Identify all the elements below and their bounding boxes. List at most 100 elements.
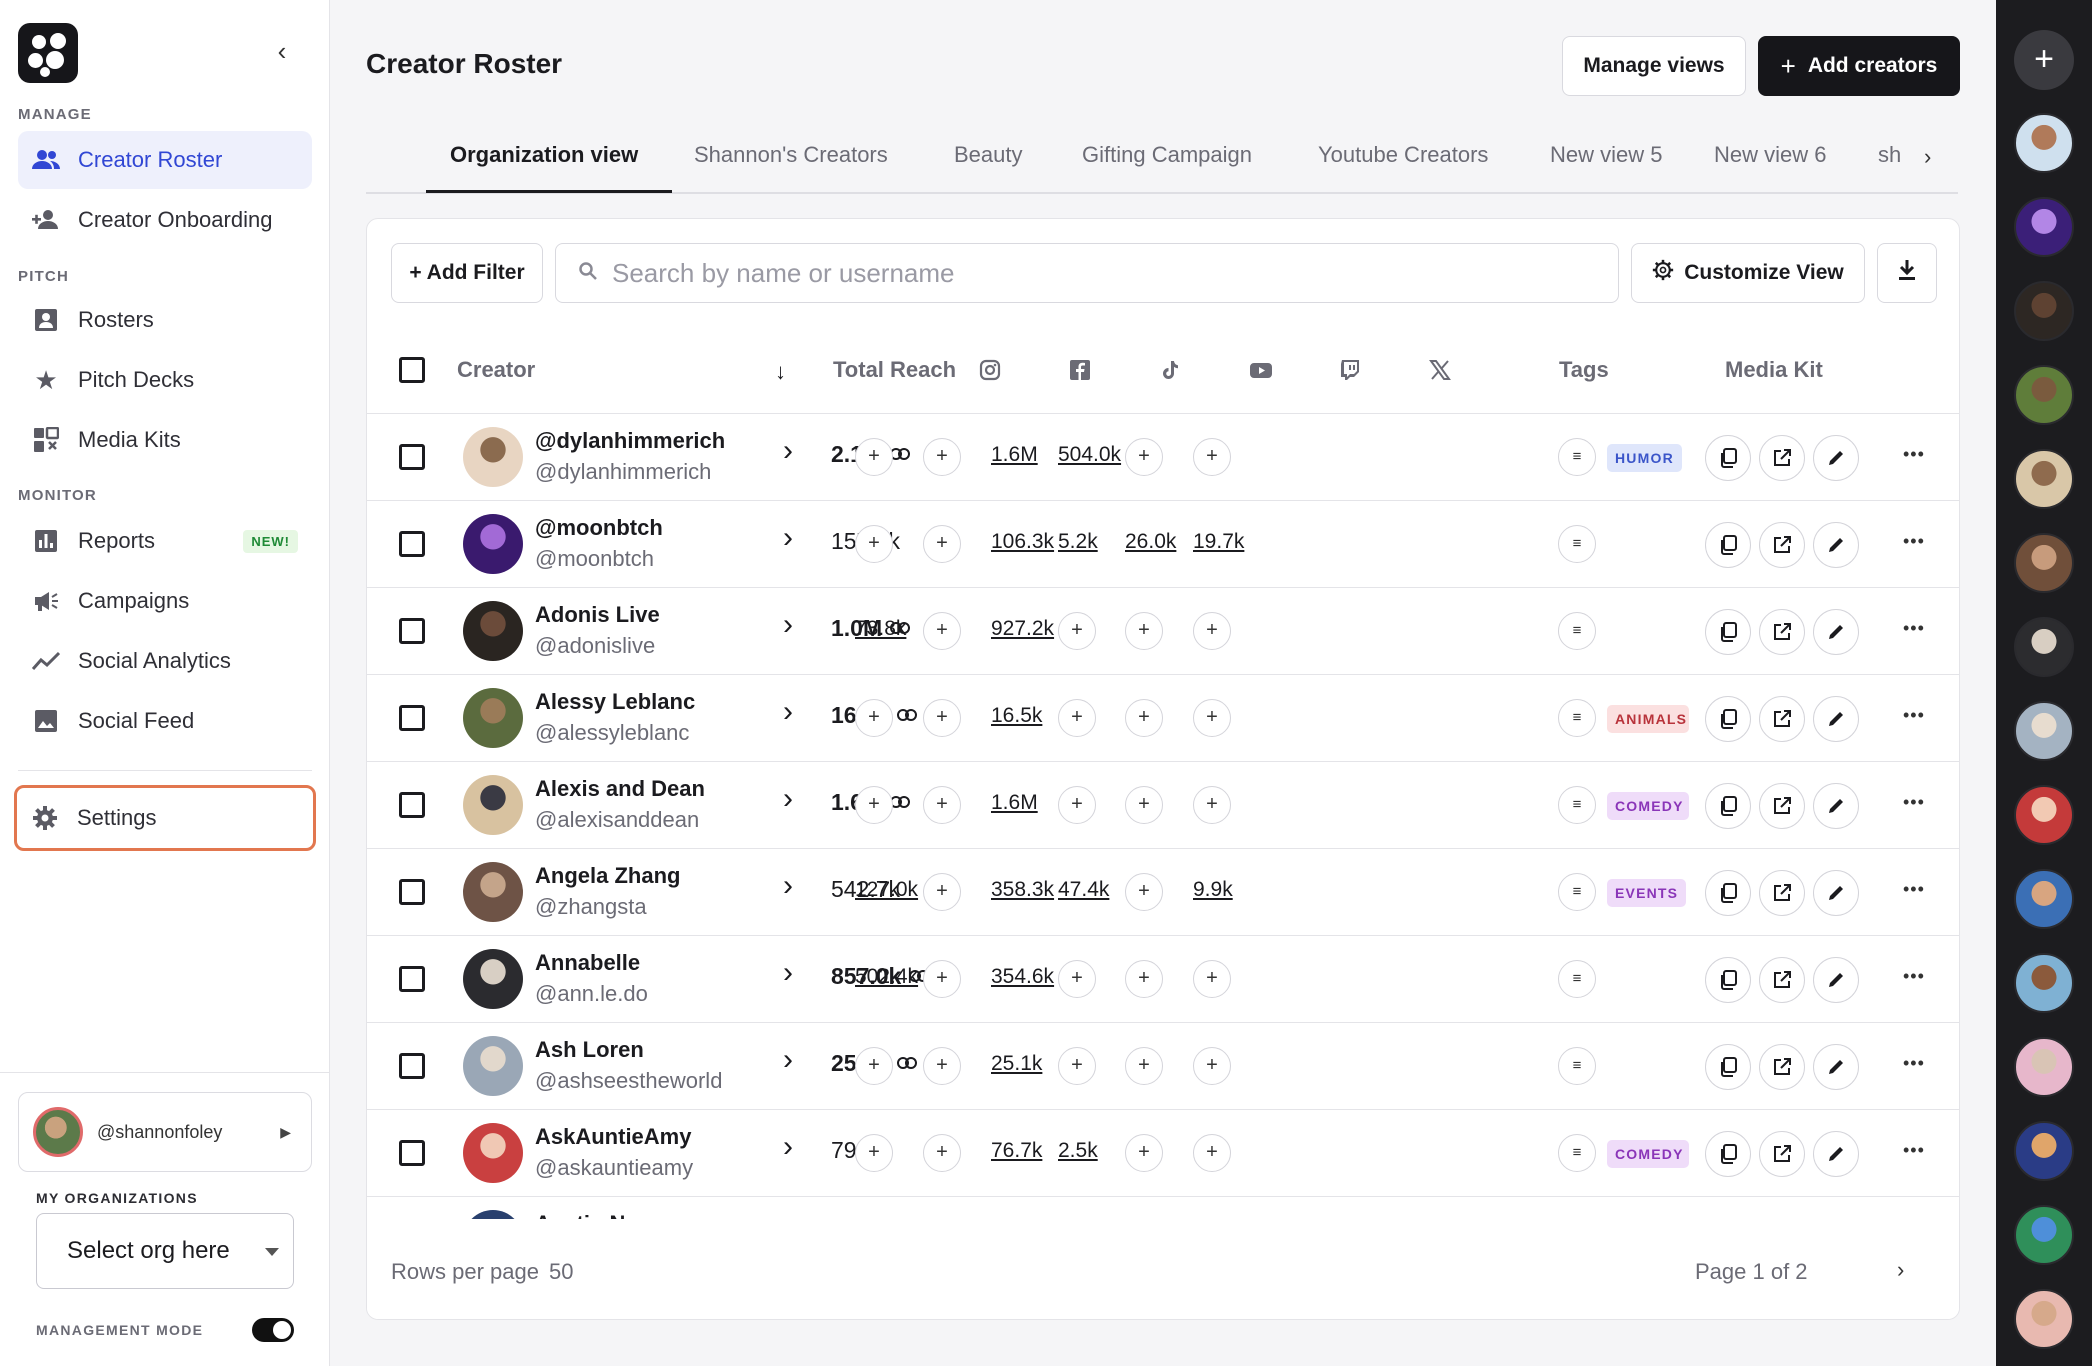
add-x-account-button[interactable]: + — [1193, 1047, 1231, 1085]
tw-followers[interactable]: 26.0k — [1125, 530, 1177, 553]
add-tw-account-button[interactable]: + — [1125, 612, 1163, 650]
expand-row-icon[interactable]: › — [783, 1043, 793, 1076]
row-checkbox[interactable] — [399, 879, 425, 905]
add-tw-account-button[interactable]: + — [1125, 1134, 1163, 1172]
tiktok-icon[interactable] — [1159, 359, 1183, 383]
creator-name[interactable]: Adonis Live — [535, 602, 660, 627]
add-x-account-button[interactable]: + — [1193, 612, 1231, 650]
expand-row-icon[interactable]: › — [783, 608, 793, 641]
external-link-icon[interactable] — [1759, 435, 1805, 481]
tt-followers[interactable]: 358.3k — [991, 878, 1055, 901]
edit-tags-icon[interactable]: ≡ — [1558, 960, 1596, 998]
sidebar-item-social-analytics[interactable]: Social Analytics — [18, 632, 312, 690]
add-x-account-button[interactable]: + — [1193, 699, 1231, 737]
tab-organization-view[interactable]: Organization view — [450, 142, 639, 167]
facebook-icon[interactable] — [1069, 359, 1093, 383]
pencil-icon[interactable] — [1813, 609, 1859, 655]
external-link-icon[interactable] — [1759, 696, 1805, 742]
add-x-account-button[interactable]: + — [1193, 438, 1231, 476]
add-yt-account-button[interactable]: + — [1058, 612, 1096, 650]
x-followers[interactable]: 9.9k — [1193, 878, 1233, 901]
table-row[interactable]: @dylanhimmerich@dylanhimmerich›2.1M++1.6… — [367, 414, 1959, 501]
external-link-icon[interactable] — [1759, 957, 1805, 1003]
edit-tags-icon[interactable]: ≡ — [1558, 873, 1596, 911]
row-checkbox[interactable] — [399, 1140, 425, 1166]
add-fb-account-button[interactable]: + — [923, 525, 961, 563]
more-options-icon[interactable]: ••• — [1903, 879, 1925, 899]
edit-tags-icon[interactable]: ≡ — [1558, 438, 1596, 476]
add-tw-account-button[interactable]: + — [1125, 960, 1163, 998]
expand-row-icon[interactable]: › — [783, 869, 793, 902]
tt-followers[interactable]: 1.6M — [991, 791, 1038, 814]
table-row[interactable]: Annabelle @ann.le.do › 857.0k 502.4k +354.6k +… — [367, 936, 1959, 1023]
edit-tags-icon[interactable]: ≡ — [1558, 525, 1596, 563]
more-options-icon[interactable]: ••• — [1903, 618, 1925, 638]
creator-name[interactable]: @moonbtch — [535, 515, 663, 540]
tt-followers[interactable]: 106.3k — [991, 530, 1055, 553]
creator-name[interactable]: Alessy Leblanc — [535, 689, 696, 714]
external-link-icon[interactable] — [1759, 609, 1805, 655]
tab-new-view-6[interactable]: New view 6 — [1714, 142, 1827, 167]
add-x-account-button[interactable]: + — [1193, 1134, 1231, 1172]
edit-tags-icon[interactable]: ≡ — [1558, 612, 1596, 650]
column-media-kit[interactable]: Media Kit — [1725, 357, 1823, 382]
add-fb-account-button[interactable]: + — [923, 438, 961, 476]
edit-tags-icon[interactable]: ≡ — [1558, 1134, 1596, 1172]
table-row[interactable]: AskAuntieAmy@askauntieamy›79.3k++76.7k2.… — [367, 1110, 1959, 1197]
x-twitter-icon[interactable] — [1429, 359, 1453, 383]
creator-name[interactable]: Alexis and Dean — [535, 776, 705, 801]
pencil-icon[interactable] — [1813, 435, 1859, 481]
tt-followers[interactable]: 76.7k — [991, 1139, 1043, 1162]
row-checkbox[interactable] — [399, 705, 425, 731]
row-checkbox[interactable] — [399, 1053, 425, 1079]
sidebar-item-rosters[interactable]: Rosters — [18, 291, 312, 349]
external-link-icon[interactable] — [1759, 1044, 1805, 1090]
sidebar-item-media-kits[interactable]: Media Kits — [18, 411, 312, 469]
rail-creator-avatar[interactable] — [2014, 365, 2074, 425]
add-ig-account-button[interactable]: + — [855, 786, 893, 824]
download-button[interactable] — [1877, 243, 1937, 303]
add-fb-account-button[interactable]: + — [923, 1134, 961, 1172]
copy-icon[interactable] — [1705, 435, 1751, 481]
copy-icon[interactable] — [1705, 870, 1751, 916]
add-ig-account-button[interactable]: + — [855, 1047, 893, 1085]
tt-followers[interactable]: 1.6M — [991, 443, 1038, 466]
row-checkbox[interactable] — [399, 444, 425, 470]
pencil-icon[interactable] — [1813, 1131, 1859, 1177]
rows-per-page-value[interactable]: 50 — [548, 1259, 574, 1284]
user-account-button[interactable]: @shannonfoley ▶ — [18, 1092, 312, 1172]
select-all-checkbox[interactable] — [399, 357, 425, 383]
more-options-icon[interactable]: ••• — [1903, 966, 1925, 986]
add-yt-account-button[interactable]: + — [1058, 960, 1096, 998]
yt-followers[interactable]: 47.4k — [1058, 878, 1110, 901]
column-creator[interactable]: Creator — [457, 357, 536, 382]
tab-truncated[interactable]: sh — [1878, 142, 1902, 167]
collapse-sidebar-icon[interactable]: ‹ — [277, 36, 287, 66]
add-tw-account-button[interactable]: + — [1125, 786, 1163, 824]
pencil-icon[interactable] — [1813, 1044, 1859, 1090]
add-x-account-button[interactable]: + — [1193, 786, 1231, 824]
add-x-account-button[interactable]: + — [1193, 960, 1231, 998]
add-ig-account-button[interactable]: + — [855, 525, 893, 563]
column-tags[interactable]: Tags — [1559, 357, 1609, 382]
add-tw-account-button[interactable]: + — [1125, 438, 1163, 476]
tab-gifting-campaign[interactable]: Gifting Campaign — [1082, 142, 1252, 167]
chevron-right-icon[interactable]: › — [1924, 144, 1932, 169]
x-followers[interactable]: 19.7k — [1193, 530, 1245, 553]
column-total-reach[interactable]: Total Reach — [833, 357, 957, 382]
rail-creator-avatar[interactable] — [2014, 869, 2074, 929]
add-fb-account-button[interactable]: + — [923, 699, 961, 737]
add-filter-button[interactable]: + Add Filter — [391, 243, 543, 303]
tt-followers[interactable]: 25.1k — [991, 1052, 1043, 1075]
ig-followers[interactable]: 127.0k — [855, 878, 919, 901]
pencil-icon[interactable] — [1813, 870, 1859, 916]
edit-tags-icon[interactable]: ≡ — [1558, 786, 1596, 824]
manage-views-button[interactable]: Manage views — [1562, 36, 1746, 96]
table-row[interactable]: Alexis and Dean@alexisanddean›1.6M++1.6M… — [367, 762, 1959, 849]
tt-followers[interactable]: 16.5k — [991, 704, 1043, 727]
sidebar-item-creator-onboarding[interactable]: Creator Onboarding — [18, 191, 312, 249]
copy-icon[interactable] — [1705, 783, 1751, 829]
sidebar-item-social-feed[interactable]: Social Feed — [18, 692, 312, 750]
add-creators-button[interactable]: + Add creators — [1758, 36, 1960, 96]
expand-row-icon[interactable]: › — [783, 956, 793, 989]
